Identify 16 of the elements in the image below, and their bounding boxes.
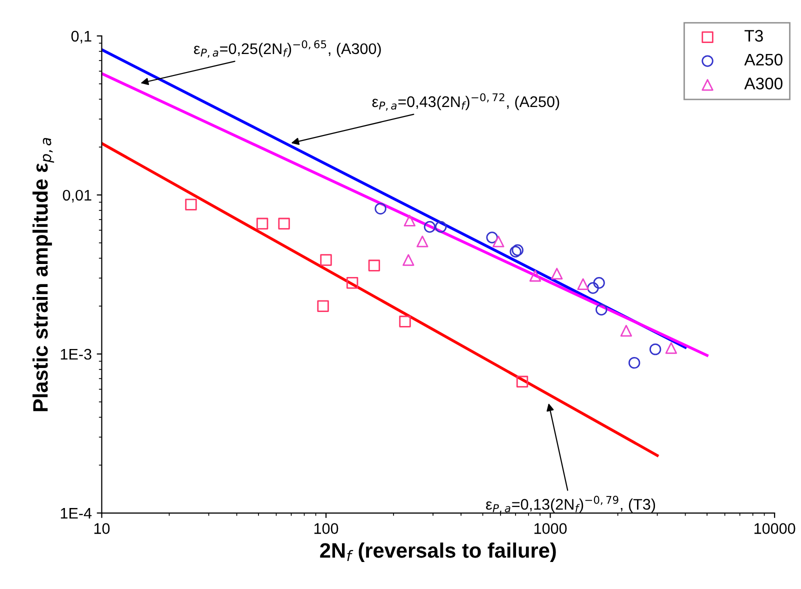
annotation: ε$_{P,a}$=0,43(2N$_{f}$)$^{−0,72}$, (A250) [372,93,560,111]
legend-label: T3 [744,30,763,42]
y-tick-label: 1E-3 [60,348,92,360]
y-tick-label: 0,1 [71,30,92,44]
x-tick-label: 1000 [534,523,567,534]
x-axis-title: 2N$_{f}$ (reversals to failure) [320,542,556,562]
x-tick-label: 10 [94,523,110,534]
y-tick-label: 0,01 [62,190,92,202]
y-tick-label: 1E-4 [60,508,92,519]
legend-label: A250 [744,54,782,66]
x-tick-label: 100 [314,523,338,534]
annotation: ε$_{P,a}$=0,25(2N$_{f}$)$^{−0,65}$, (A300) [194,40,381,58]
x-tick-label: 10000 [754,523,796,534]
y-axis-title: Plastic strain amplitude ε$_{p,a}$ [32,138,54,412]
annotation: ε$_{P,a}$=0,13(2N$_{f}$)$^{−0,79}$, (T3) [486,496,656,514]
legend-label: A300 [744,78,782,90]
